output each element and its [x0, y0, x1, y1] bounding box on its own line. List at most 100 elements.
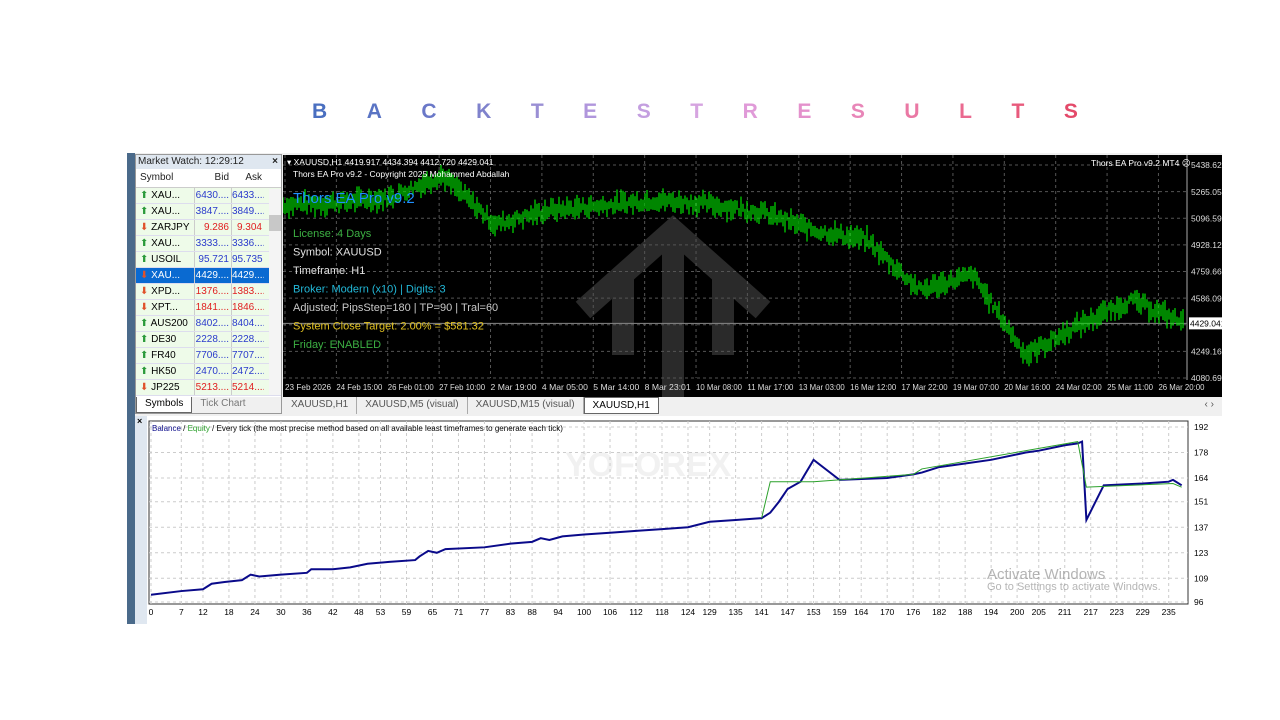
x-tick-label: 5 Mar 14:00 [593, 382, 639, 392]
tab-scroll-arrows[interactable]: ‹ › [1204, 399, 1214, 410]
title-letter: S [850, 100, 865, 123]
x-tick-label: 100 [577, 607, 591, 617]
activate-windows-subtitle: Go to Settings to activate Windows. [987, 581, 1161, 593]
market-watch-row[interactable]: ⬆ XAU... 3333.... 3336.... [136, 236, 281, 252]
symbol: DE30 [151, 334, 177, 345]
copyright-text: Thors EA Pro v9.2 - Copyright 2025 Moham… [293, 169, 510, 179]
arrow-up-icon: ⬆ [140, 190, 149, 201]
market-watch-row[interactable]: ⬆ DE30 2228.... 2228.... [136, 332, 281, 348]
x-tick-label: 48 [354, 607, 364, 617]
ask: 2472.... [232, 366, 264, 377]
y-tick-label: 178 [1194, 448, 1208, 458]
ask: 9.304 [236, 222, 262, 233]
x-tick-label: 112 [629, 607, 643, 617]
ask: 95.735 [232, 254, 263, 265]
x-tick-label: 200 [1010, 607, 1024, 617]
x-tick-label: 24 Feb 15:00 [336, 382, 382, 392]
x-tick-label: 88 [527, 607, 537, 617]
x-tick-label: 118 [655, 607, 669, 617]
market-watch-columns: Symbol Bid Ask [136, 169, 281, 188]
x-tick-label: 24 Mar 02:00 [1056, 382, 1102, 392]
x-tick-label: 147 [780, 607, 794, 617]
ask: 1383.... [232, 286, 264, 297]
x-tick-label: 7 [179, 607, 184, 617]
chart-tab[interactable]: XAUUSD,H1 [283, 397, 358, 414]
market-watch-title: Market Watch: 12:29:12 [138, 156, 244, 167]
market-watch-row[interactable]: ⬆ XAU... 6430.... 6433.... [136, 188, 281, 204]
title-letter: U [904, 100, 920, 123]
x-tick-label: 27 Feb 10:00 [439, 382, 485, 392]
market-watch-row[interactable]: ⬆ USOIL 95.721 95.735 [136, 252, 281, 268]
tab-tick-chart[interactable]: Tick Chart [200, 398, 246, 409]
market-watch-row[interactable]: ⬇ JP225 5213.... 5214.... [136, 380, 281, 396]
price-chart[interactable]: 23 Feb 2026 24 Feb 15:00 26 Feb 01:00 27 Fe… [282, 155, 1227, 415]
symbol: USOIL [151, 254, 182, 265]
symbol: FR40 [151, 350, 176, 361]
symbol: XPT... [151, 302, 178, 313]
x-tick-label: 59 [402, 607, 412, 617]
ask: 3336.... [232, 238, 264, 249]
x-tick-label: 229 [1136, 607, 1150, 617]
column-bid[interactable]: Bid [214, 172, 229, 183]
x-tick-label: 2 Mar 19:00 [491, 382, 537, 392]
chart-tab[interactable]: XAUUSD,M15 (visual) [468, 397, 584, 414]
info-line: Timeframe: H1 [293, 265, 365, 277]
chart-tab-active[interactable]: XAUUSD,H1 [583, 397, 659, 414]
arrow-down-icon: ⬇ [140, 270, 149, 281]
ask: 2228.... [232, 334, 264, 345]
symbol: XAU... [151, 190, 181, 201]
title-letter: R [742, 100, 758, 123]
x-tick-label: 0 [149, 607, 154, 617]
title-letter: A [366, 100, 382, 123]
column-symbol[interactable]: Symbol [140, 172, 174, 183]
balance-line [150, 440, 1183, 596]
tab-symbols[interactable]: Symbols [136, 397, 193, 413]
y-tick-label: 151 [1194, 497, 1208, 507]
legend-legend_rest: / Every tick (the most precise method ba… [210, 424, 563, 433]
y-tick-label: 4759.660 [1191, 267, 1222, 277]
side-strip [135, 416, 147, 624]
y-tick-label: 4586.090 [1191, 294, 1222, 304]
x-tick-label: 25 Mar 11:00 [1107, 382, 1153, 392]
market-watch-row[interactable]: ⬇ XAU... 4429.... 4429.... [136, 268, 281, 284]
y-tick-label: 164 [1194, 473, 1208, 483]
x-tick-label: 141 [755, 607, 769, 617]
x-tick-label: 182 [932, 607, 946, 617]
bid: 3847.... [194, 204, 232, 219]
market-watch-row[interactable]: ⬆ FR40 7706.... 7707.... [136, 348, 281, 364]
symbol: ZARJPY [151, 222, 190, 233]
market-watch-row[interactable]: ⬇ XPT... 1841.... 1846.... [136, 300, 281, 316]
info-line: Broker: Modern (x10) | Digits: 3 [293, 284, 446, 296]
close-icon[interactable]: × [272, 156, 278, 167]
info-line: Adjusted: PipsStep=180 | TP=90 | Tral=60 [293, 302, 498, 314]
column-ask[interactable]: Ask [245, 172, 262, 183]
title-letter: S [1063, 100, 1078, 123]
arrow-up-icon: ⬆ [140, 254, 149, 265]
market-watch-row[interactable]: ⬇ ZARJPY 9.286 9.304 [136, 220, 281, 236]
title-letter: T [690, 100, 704, 123]
chart-tab[interactable]: XAUUSD,M5 (visual) [357, 397, 468, 414]
arrow-up-icon: ⬆ [140, 238, 149, 249]
arrow-up-icon: ⬆ [140, 206, 149, 217]
close-icon: × [137, 416, 142, 426]
market-watch-header: Market Watch: 12:29:12 × [136, 155, 281, 169]
scrollbar[interactable] [269, 189, 281, 395]
y-tick-label: 4080.695 [1191, 373, 1222, 383]
title-letter: B [312, 100, 328, 123]
ea-label: Thors EA Pro v9.2 MT4 ☹ [1091, 158, 1191, 168]
current-price-box [1189, 317, 1222, 330]
market-watch-row[interactable]: ⬇ XPD... 1376.... 1383.... [136, 284, 281, 300]
x-tick-label: 13 Mar 03:00 [799, 382, 845, 392]
activate-windows-title: Activate Windows [987, 566, 1106, 583]
market-watch-row[interactable]: ⬆ XAU... 3847.... 3849.... [136, 204, 281, 220]
market-watch-row[interactable]: ⬆ HK50 2470.... 2472.... [136, 364, 281, 380]
x-tick-label: 188 [958, 607, 972, 617]
bid: 95.721 [194, 252, 232, 267]
arrow-up-icon: ⬆ [140, 334, 149, 345]
market-watch-row[interactable]: ⬆ AUS200 8402.... 8404.... [136, 316, 281, 332]
symbol: XAU... [151, 270, 181, 281]
ask: 4429.... [232, 270, 264, 281]
arrow-up-icon: ⬆ [140, 318, 149, 329]
